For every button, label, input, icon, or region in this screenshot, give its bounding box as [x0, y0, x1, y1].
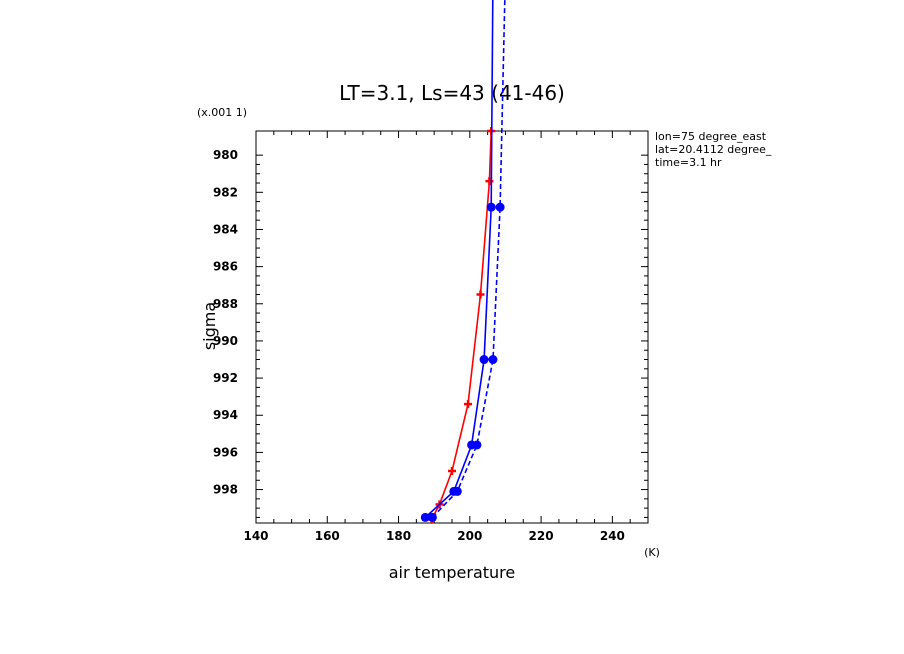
y-axis-label: sigma — [200, 302, 219, 350]
y-tick-label: 986 — [213, 260, 238, 274]
y-tick-label: 988 — [213, 297, 238, 311]
y-tick-label: 996 — [213, 445, 238, 459]
x-tick-label: 140 — [243, 529, 268, 543]
series-line-1 — [424, 0, 494, 518]
y-tick-label: 998 — [213, 483, 238, 497]
series-point-2 — [488, 355, 498, 365]
series-point-2 — [427, 512, 437, 522]
annotation-lat: lat=20.4112 degree_ — [655, 143, 772, 156]
series-point-0 — [464, 400, 473, 409]
y-tick-label: 990 — [213, 334, 238, 348]
series-point-0 — [476, 290, 485, 299]
x-unit-label: (K) — [644, 546, 660, 559]
annotation-time: time=3.1 hr — [655, 156, 722, 169]
series-point-2 — [452, 486, 462, 496]
series-point-1 — [486, 202, 496, 212]
series-line-2 — [431, 0, 506, 518]
series-point-0 — [448, 466, 456, 475]
y-tick-label: 982 — [213, 185, 238, 199]
series-point-1 — [479, 355, 489, 365]
x-tick-label: 160 — [315, 529, 340, 543]
x-tick-label: 220 — [529, 529, 554, 543]
y-tick-label: 984 — [213, 222, 238, 236]
series-line-0 — [430, 130, 492, 520]
axis-ticks: 140 160 180 200 220 240 980 982 984 986 988 990 992 9… — [213, 131, 649, 543]
x-tick-label: 240 — [600, 529, 625, 543]
y-tick-label: 994 — [213, 408, 238, 422]
series-layer — [420, 0, 506, 523]
y-tick-label: 980 — [213, 148, 238, 162]
y-tick-label: 992 — [213, 371, 238, 385]
series-point-2 — [495, 202, 505, 212]
y-scale-label: (x.001 1) — [197, 106, 247, 119]
x-tick-label: 200 — [457, 529, 482, 543]
x-axis-label: air temperature — [389, 563, 515, 582]
chart-title: LT=3.1, Ls=43 (41-46) — [339, 81, 565, 105]
series-point-1 — [420, 512, 430, 522]
plot-frame — [255, 130, 649, 524]
annotation-lon: lon=75 degree_east — [655, 130, 767, 143]
x-tick-label: 180 — [386, 529, 411, 543]
series-point-2 — [472, 440, 482, 450]
